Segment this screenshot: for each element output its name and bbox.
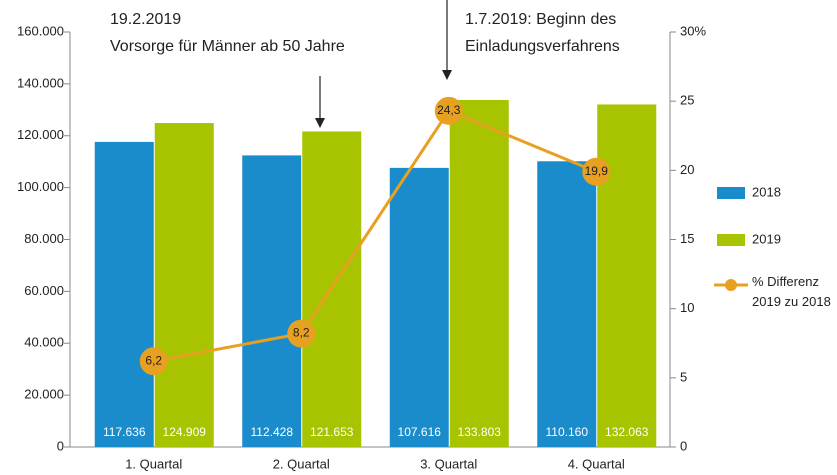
arrow-head [315, 118, 325, 128]
legend-marker [725, 279, 737, 291]
line-value-label: 8,2 [293, 326, 310, 340]
line-marker [434, 96, 463, 125]
line-marker [139, 347, 168, 376]
bar [597, 104, 657, 447]
y-tick-label: 140.000 [17, 75, 64, 90]
bar [449, 99, 509, 447]
y2-tick-label: 5 [680, 369, 687, 384]
bar-value-label: 117.636 [103, 425, 146, 439]
bar-value-label: 133.803 [458, 425, 502, 439]
y-tick-label: 20.000 [24, 387, 64, 402]
bar-value-label: 107.616 [398, 425, 442, 439]
bar-value-label: 132.063 [605, 425, 649, 439]
y-tick-label: 160.000 [17, 23, 64, 38]
line [153, 108, 597, 363]
legend-label: % Differenz 2019 zu 2018 [752, 274, 831, 309]
y-tick-label: 80.000 [24, 231, 64, 246]
line-marker [582, 157, 611, 186]
y2-tick-label: 0 [680, 438, 687, 453]
legend-label: 2019 [752, 231, 781, 246]
line-marker [287, 319, 316, 348]
bar [242, 155, 302, 447]
line-value-label: 6,2 [145, 353, 162, 367]
bar-value-label: 124.909 [163, 425, 207, 439]
bar-value-label: 110.160 [546, 425, 589, 439]
y2-tick-label: 30% [680, 23, 706, 38]
annotation: 19.2.2019 [110, 11, 181, 28]
y2-tick-label: 25 [680, 93, 694, 108]
line-value-label: 19,9 [585, 164, 609, 178]
y-tick-label: 100.000 [17, 179, 64, 194]
annotation: Vorsorge für Männer ab 50 Jahre [110, 38, 345, 55]
bar [537, 161, 597, 447]
bar-value-label: 112.428 [251, 425, 294, 439]
bar [389, 167, 449, 447]
y-tick-label: 120.000 [17, 127, 64, 142]
y-tick-label: 60.000 [24, 283, 64, 298]
legend-swatch [717, 234, 745, 246]
y2-tick-label: 20 [680, 162, 694, 177]
bar [154, 123, 214, 448]
y2-tick-label: 15 [680, 231, 694, 246]
arrow-head [442, 70, 452, 80]
legend-label: 2018 [752, 184, 781, 199]
line-value-label: 24,3 [437, 103, 461, 117]
legend-swatch [717, 187, 745, 199]
x-tick-label: 2. Quartal [273, 456, 330, 471]
x-tick-label: 4. Quartal [568, 456, 625, 471]
bar-value-label: 121.653 [310, 425, 354, 439]
annotation: Einladungsverfahrens [465, 38, 620, 55]
y-tick-label: 0 [57, 438, 64, 453]
bar [94, 141, 154, 447]
x-tick-label: 3. Quartal [420, 456, 477, 471]
x-tick-label: 1. Quartal [125, 456, 182, 471]
annotation: 1.7.2019: Beginn des [465, 11, 616, 28]
y-tick-label: 40.000 [24, 335, 64, 350]
y2-tick-label: 10 [680, 300, 694, 315]
